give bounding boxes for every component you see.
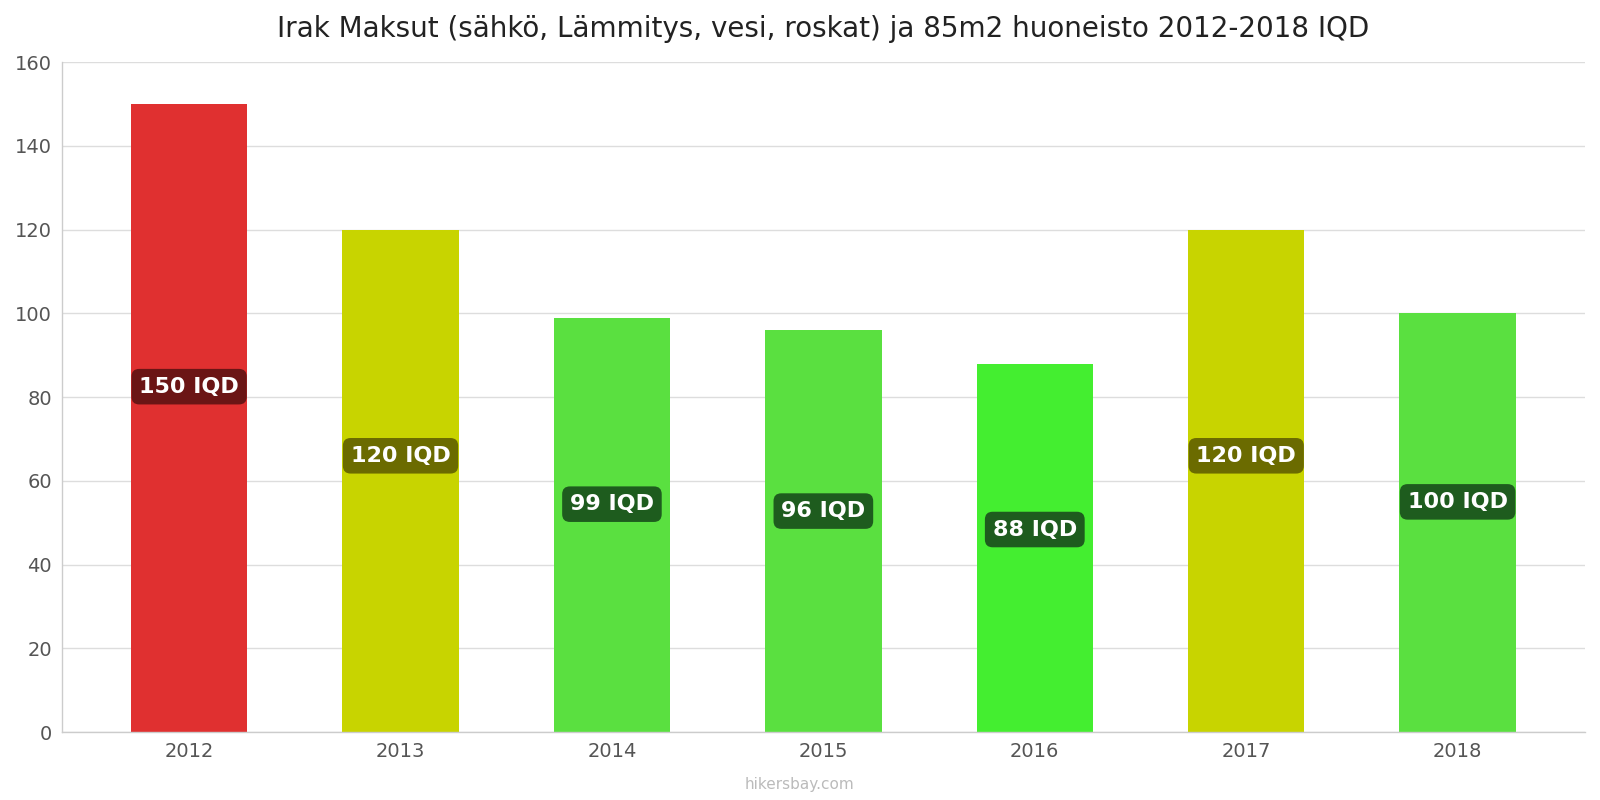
Bar: [554, 318, 670, 732]
Bar: [765, 330, 882, 732]
Bar: [131, 104, 248, 732]
Text: 120 IQD: 120 IQD: [1197, 446, 1296, 466]
Text: 100 IQD: 100 IQD: [1408, 492, 1507, 512]
Title: Irak Maksut (sähkö, Lämmitys, vesi, roskat) ja 85m2 huoneisto 2012-2018 IQD: Irak Maksut (sähkö, Lämmitys, vesi, rosk…: [277, 15, 1370, 43]
Bar: [1400, 314, 1515, 732]
Text: 96 IQD: 96 IQD: [781, 501, 866, 521]
Bar: [342, 230, 459, 732]
Text: hikersbay.com: hikersbay.com: [746, 777, 854, 792]
Text: 120 IQD: 120 IQD: [350, 446, 450, 466]
Text: 99 IQD: 99 IQD: [570, 494, 654, 514]
Text: 150 IQD: 150 IQD: [139, 377, 238, 397]
Text: 88 IQD: 88 IQD: [992, 519, 1077, 539]
Bar: [1189, 230, 1304, 732]
Bar: [976, 364, 1093, 732]
